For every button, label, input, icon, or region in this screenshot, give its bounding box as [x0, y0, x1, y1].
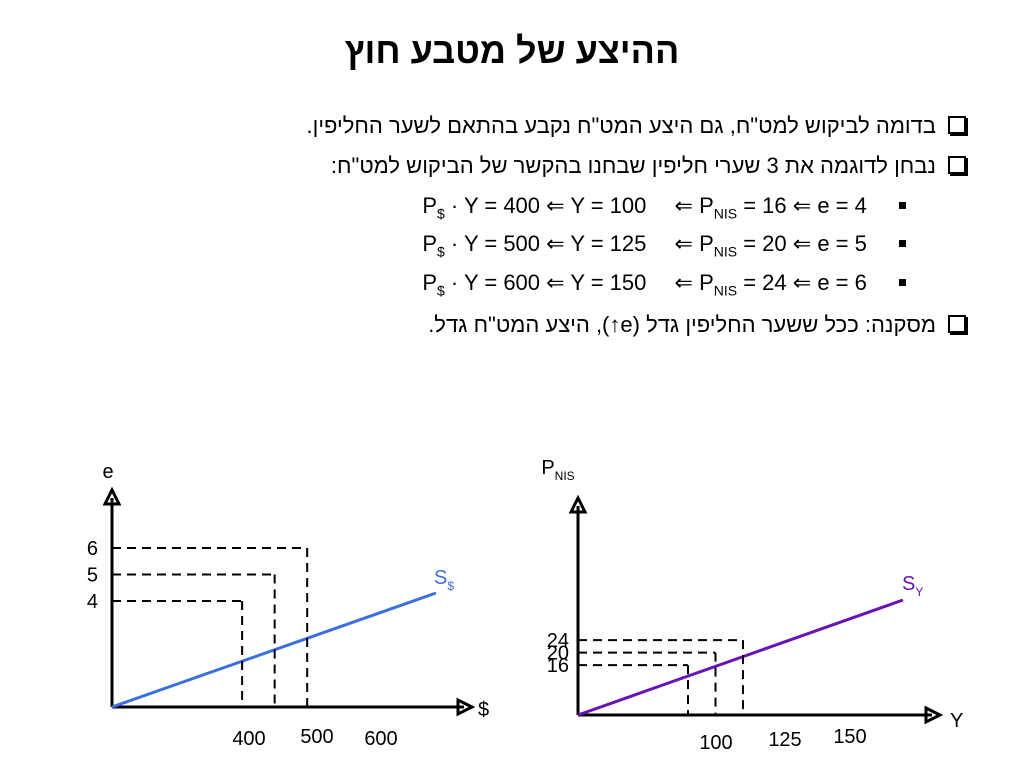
checkbox-bullet-icon	[948, 116, 966, 135]
conclusion-text: מסקנה: ככל ששער החליפין גדל (e↑), היצע ה…	[428, 312, 936, 337]
y-tick-label: 6	[87, 538, 98, 560]
y-axis-arrow-icon	[568, 494, 588, 514]
bullet-2-text: נבחן לדוגמה את 3 שערי חליפין שבחנו בהקשר…	[330, 153, 936, 178]
x-axis-label: Y	[950, 710, 963, 732]
implies-arrow: ⇐	[546, 270, 565, 295]
x-tick-label: 100	[699, 732, 732, 754]
checkbox-bullet-icon	[948, 156, 966, 175]
sub-bullet-1: P$ · Y = 400 ⇐ Y = 100 ⇐ PNIS = 16 ⇐ e =…	[422, 193, 906, 221]
x-tick-label: 150	[833, 726, 866, 748]
x-axis-arrow-icon	[456, 697, 476, 717]
x-axis-arrow-icon	[924, 705, 944, 725]
x-tick-label: 400	[232, 728, 265, 750]
implies-arrow: ⇐	[674, 231, 693, 256]
series-label: S$	[434, 567, 454, 593]
y-tick-label: 24	[547, 630, 569, 652]
supply-line	[577, 598, 904, 717]
x-tick-label: 600	[364, 728, 397, 750]
bullet-1-text: בדומה לביקוש למט"ח, גם היצע המט"ח נקבע ב…	[306, 113, 936, 138]
x-axis-label: $	[478, 699, 489, 721]
slide-title: ההיצע של מטבע חוץ	[344, 30, 680, 71]
x-tick-label: 500	[300, 726, 333, 748]
implies-arrow: ⇐	[792, 270, 812, 295]
y-tick-label: 20	[547, 643, 569, 665]
checkbox-bullet-icon	[948, 315, 966, 334]
bullet-2: נבחן לדוגמה את 3 שערי חליפין שבחנו בהקשר…	[331, 153, 966, 179]
implies-arrow: ⇐	[674, 270, 693, 295]
implies-arrow: ⇐	[546, 231, 565, 256]
implies-arrow: ⇐	[792, 193, 812, 218]
y-tick-label: 5	[87, 565, 98, 587]
implies-arrow: ⇐	[792, 231, 812, 256]
square-bullet-icon	[899, 278, 906, 286]
sub-bullet-3: P$ · Y = 600 ⇐ Y = 150 ⇐ PNIS = 24 ⇐ e =…	[422, 270, 906, 298]
y-tick-label: 16	[547, 655, 569, 677]
y-axis-label: e	[102, 461, 113, 483]
bullet-1: בדומה לביקוש למט"ח, גם היצע המט"ח נקבע ב…	[307, 113, 966, 139]
y-tick-label: 4	[87, 591, 98, 613]
y-axis-label: PNIS	[541, 457, 574, 483]
square-bullet-icon	[899, 201, 906, 209]
square-bullet-icon	[899, 239, 906, 247]
y-axis-arrow-icon	[102, 486, 122, 506]
sub-bullet-2: P$ · Y = 500 ⇐ Y = 125 ⇐ PNIS = 20 ⇐ e =…	[422, 231, 906, 259]
x-tick-label: 125	[768, 729, 801, 751]
implies-arrow: ⇐	[546, 193, 565, 218]
bullet-conclusion: מסקנה: ככל ששער החליפין גדל (e↑), היצע ה…	[428, 312, 966, 338]
implies-arrow: ⇐	[674, 193, 693, 218]
series-label: SY	[902, 573, 923, 599]
